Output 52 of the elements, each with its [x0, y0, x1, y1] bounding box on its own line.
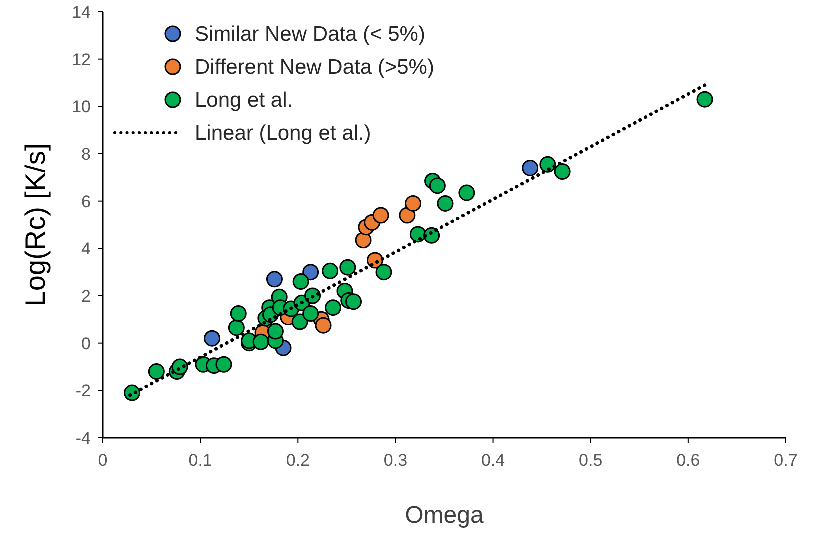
point [148, 363, 165, 380]
point [322, 262, 339, 280]
y-tick-label: 14 [72, 3, 91, 22]
y-tick-label: 2 [82, 287, 91, 306]
y-axis-title: Log(Rc) [K/s] [20, 143, 51, 307]
y-tick-label: 4 [82, 240, 91, 259]
y-tick-label: 6 [82, 192, 91, 212]
y-tick-label: -2 [76, 382, 91, 401]
point [292, 274, 310, 290]
y-tick-label: 0 [82, 334, 91, 354]
point [325, 300, 342, 316]
point [554, 164, 571, 180]
point [302, 306, 320, 322]
point [230, 306, 247, 322]
y-tick-label: 12 [72, 50, 91, 70]
legend-label: Different New Data (>5%) [195, 56, 434, 79]
x-tick-label: 0 [98, 451, 108, 470]
point [376, 264, 392, 281]
legend-label: Long et al. [195, 89, 294, 112]
legend-label: Linear (Long et al.) [195, 122, 372, 145]
point [372, 207, 390, 224]
x-tick-label: 0.4 [481, 451, 506, 470]
point [266, 271, 283, 288]
point [204, 330, 221, 347]
point [399, 207, 416, 224]
point [216, 356, 232, 373]
point [696, 91, 714, 108]
y-tick-label: 8 [82, 145, 91, 164]
x-tick-label: 0.3 [384, 451, 408, 470]
y-tick-label: 10 [72, 98, 91, 117]
point [315, 317, 332, 334]
legend-label: Similar New Data (< 5%) [195, 23, 426, 46]
point [252, 334, 270, 350]
x-tick-label: 0.2 [286, 451, 310, 470]
point [458, 184, 476, 202]
point [302, 264, 320, 281]
point [346, 294, 362, 310]
point [292, 314, 308, 330]
x-tick-label: 0.6 [676, 451, 700, 470]
y-tick-label: -4 [76, 429, 91, 448]
point [522, 160, 539, 176]
x-axis-title: Omega [405, 502, 485, 529]
x-tick-label: 0.1 [188, 451, 212, 470]
point [340, 259, 356, 276]
point [437, 195, 454, 212]
point [355, 232, 372, 249]
point [405, 195, 422, 212]
point [267, 323, 284, 340]
point [429, 178, 446, 194]
x-tick-label: 0.5 [579, 451, 603, 470]
x-tick-label: 0.7 [774, 451, 798, 470]
point [228, 320, 245, 336]
